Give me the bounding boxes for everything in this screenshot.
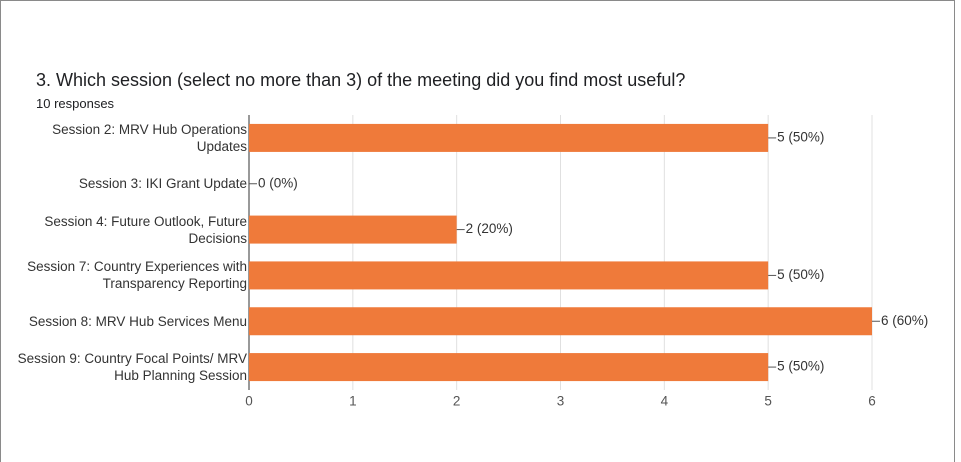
value-label: 5 (50%): [777, 267, 824, 282]
value-label: 0 (0%): [258, 175, 298, 190]
bar: [249, 307, 872, 336]
category-label: Session 7: Country Experiences with Tran…: [27, 259, 247, 292]
x-tick-label: 2: [453, 394, 461, 409]
value-label: 5 (50%): [777, 359, 824, 374]
x-tick-label: 4: [661, 394, 669, 409]
bar: [249, 215, 457, 244]
category-label: Session 2: MRV Hub Operations Updates: [52, 121, 247, 154]
x-tick-label: 3: [557, 394, 565, 409]
x-tick-label: 1: [349, 394, 357, 409]
bar: [249, 123, 769, 152]
value-label: 5 (50%): [777, 129, 824, 144]
x-tick-label: 5: [764, 394, 772, 409]
value-label: 2 (20%): [466, 221, 513, 236]
category-label: Session 9: Country Focal Points/ MRV Hub…: [17, 351, 247, 384]
x-tick-label: 6: [868, 394, 876, 409]
category-label: Session 8: MRV Hub Services Menu: [28, 313, 247, 329]
x-tick-label: 0: [245, 394, 253, 409]
chart-subtitle: 10 responses: [36, 96, 115, 111]
category-label: Session 4: Future Outlook, Future Decisi…: [44, 213, 247, 246]
bar: [249, 261, 769, 290]
bar: [249, 353, 769, 382]
category-label: Session 3: IKI Grant Update: [78, 176, 247, 192]
value-label: 6 (60%): [881, 313, 928, 328]
chart-title: 3. Which session (select no more than 3)…: [36, 70, 686, 90]
